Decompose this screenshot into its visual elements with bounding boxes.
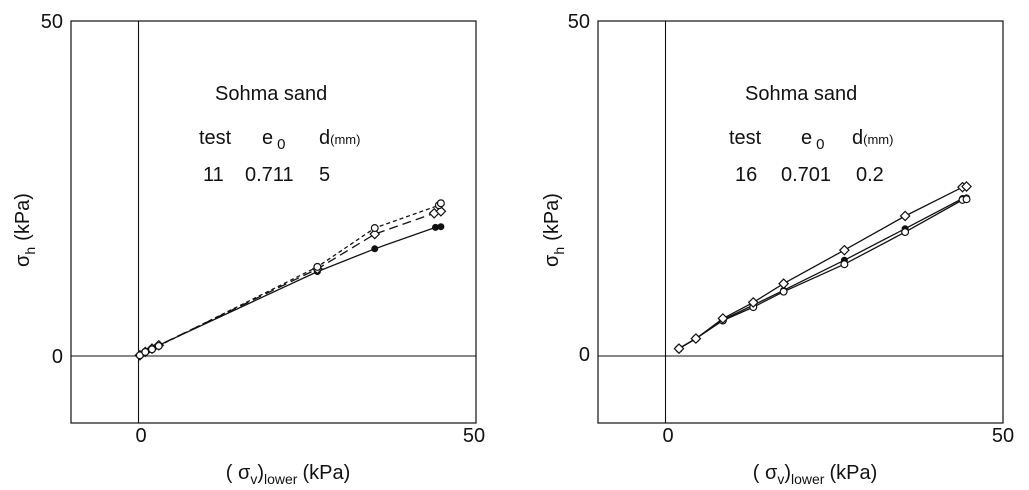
series-1 <box>134 205 447 361</box>
data-point <box>148 345 157 354</box>
chart-right: 50 0 0 50 σh(kPa) ( σv)lower (kPa) Sohma … <box>541 11 1014 487</box>
x-tick-label: 50 <box>463 425 485 447</box>
data-point <box>901 228 910 237</box>
data-point <box>313 262 322 271</box>
series-line <box>678 198 967 350</box>
header-test: test <box>199 127 232 149</box>
x-axis-title: ( σv)lower (kPa) <box>753 462 878 487</box>
series-2 <box>135 199 445 360</box>
data-point <box>370 224 379 233</box>
plot-frame <box>597 20 1004 424</box>
series-2 <box>673 181 972 355</box>
y-tick-label: 50 <box>568 11 590 33</box>
y-axis-title: σh(kPa) <box>12 193 38 267</box>
data-point <box>154 341 163 350</box>
series-0 <box>136 223 445 359</box>
data-point <box>747 296 759 308</box>
data-point <box>961 181 972 192</box>
data-point <box>673 343 685 355</box>
series-line <box>678 197 967 350</box>
data-point <box>690 333 702 345</box>
data-point <box>962 195 971 204</box>
data-point <box>369 228 381 240</box>
series-1 <box>674 195 971 353</box>
value-d: 0.2 <box>856 164 884 186</box>
series-group <box>673 181 972 355</box>
data-point <box>435 205 447 217</box>
data-point <box>778 278 790 290</box>
header-d: d(mm) <box>852 127 893 149</box>
data-point <box>838 244 850 256</box>
material-label: Sohma sand <box>215 83 327 105</box>
data-point <box>717 313 729 324</box>
value-e0: 0.701 <box>781 164 831 186</box>
data-point <box>840 260 849 269</box>
data-point <box>141 347 150 356</box>
chart-left: 50 0 0 50 σh(kPa) ( σv)lower (kPa) Sohma … <box>12 11 485 487</box>
y-tick-label: 0 <box>579 344 590 366</box>
zero-axis-lines <box>71 21 476 423</box>
x-tick-label: 50 <box>992 425 1014 447</box>
data-point <box>371 245 379 253</box>
series-0 <box>675 194 971 353</box>
header-test: test <box>729 127 762 149</box>
value-test: 16 <box>735 164 757 186</box>
data-point <box>436 199 445 208</box>
header-d: d(mm) <box>319 127 360 149</box>
y-axis-title: σh(kPa) <box>541 193 567 267</box>
y-tick-label: 0 <box>52 346 63 368</box>
data-point <box>779 287 788 296</box>
x-tick-label: 0 <box>662 425 673 447</box>
series-group <box>134 199 447 361</box>
y-tick-label: 50 <box>41 11 63 33</box>
data-point <box>899 210 911 222</box>
plot-frame <box>70 20 477 424</box>
series-line <box>139 202 442 356</box>
x-tick-label: 0 <box>135 425 146 447</box>
value-d: 5 <box>319 164 330 186</box>
value-e0: 0.711 <box>245 164 294 186</box>
x-axis-title: ( σv)lower (kPa) <box>226 462 351 487</box>
value-test: 11 <box>203 164 224 186</box>
material-label: Sohma sand <box>745 83 857 105</box>
series-line <box>139 226 441 356</box>
data-point <box>437 223 445 231</box>
zero-axis-lines <box>598 21 1003 423</box>
